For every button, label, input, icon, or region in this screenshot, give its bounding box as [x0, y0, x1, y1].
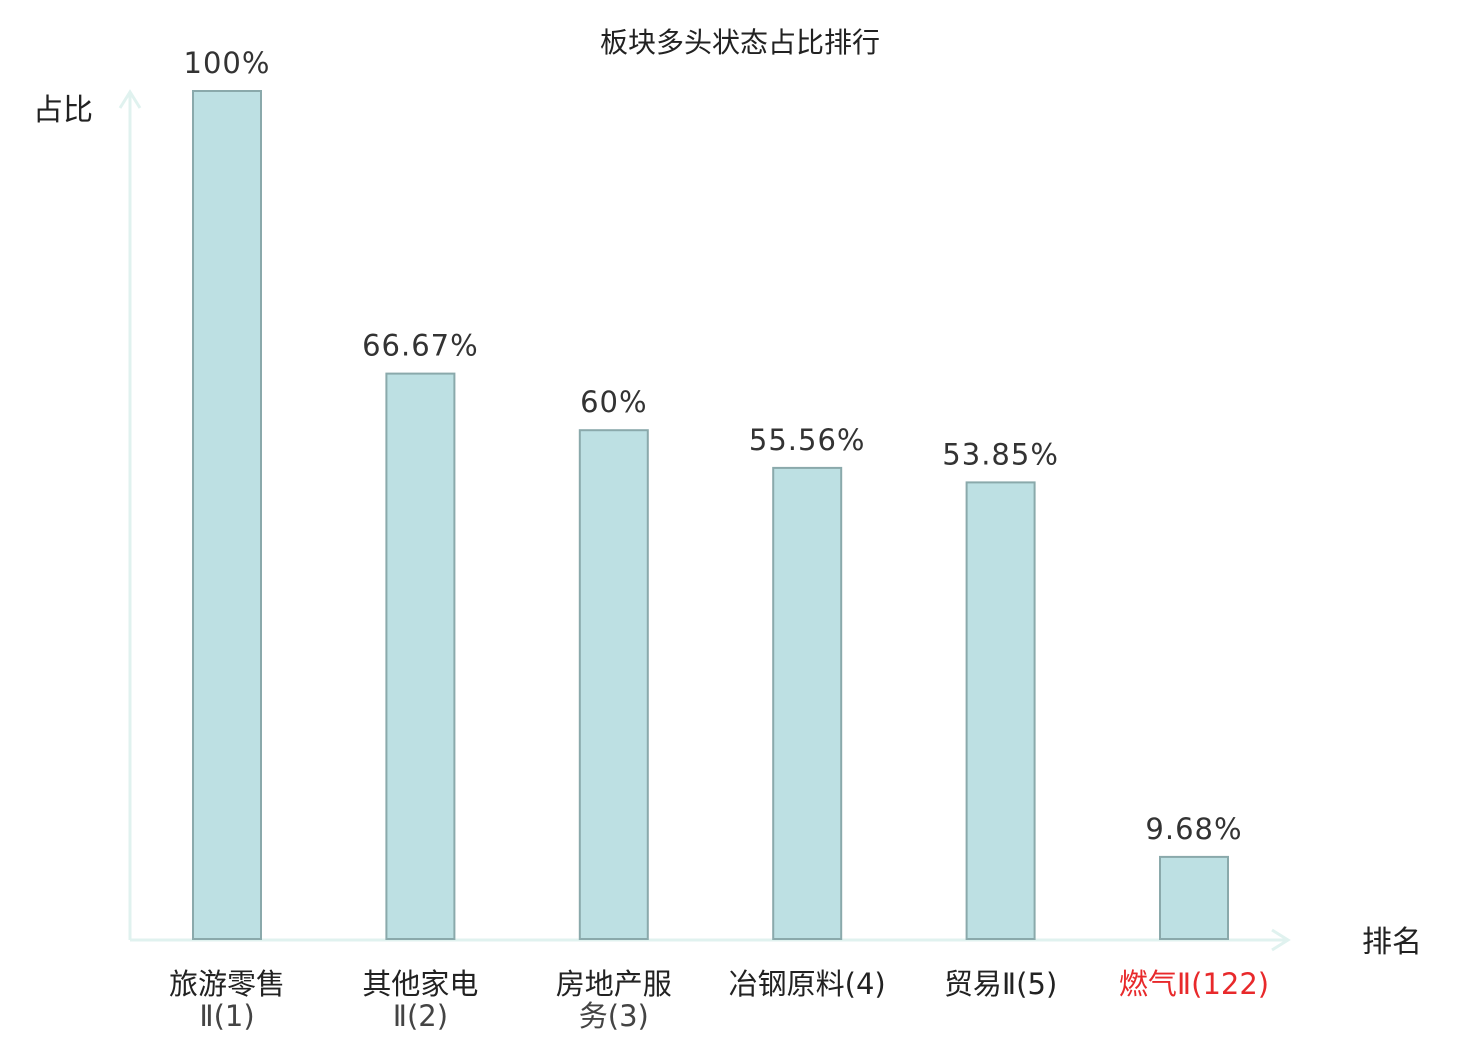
category-label-1-line-2: Ⅱ(1) [199, 999, 254, 1033]
category-label-3-line-2: 务(3) [579, 999, 649, 1033]
bar-5 [965, 481, 1036, 940]
value-label-4: 55.56% [749, 423, 866, 457]
value-label-1: 100% [184, 46, 271, 80]
bar-2 [385, 372, 456, 941]
y-axis-label: 占比 [33, 93, 93, 128]
value-label-3: 60% [580, 385, 647, 419]
x-axis-arrow [1271, 928, 1291, 952]
category-label-3-line-1: 房地产服 [556, 967, 672, 1001]
category-label-1-line-1: 旅游零售 [169, 967, 285, 1001]
y-axis-arrow [118, 89, 142, 109]
x-axis-label: 排名 [1362, 925, 1422, 960]
category-label-6-line-1: 燃气Ⅱ(122) [1119, 967, 1269, 1001]
bar-3 [578, 429, 649, 940]
bars-group [192, 90, 1229, 941]
category-label-2-line-1: 其他家电 [362, 967, 478, 1001]
value-label-2: 66.67% [362, 329, 479, 363]
value-label-5: 53.85% [942, 437, 1059, 471]
value-label-6: 9.68% [1145, 812, 1242, 846]
bar-1 [192, 90, 262, 940]
chart-title: 板块多头状态占比排行 [600, 26, 880, 59]
axes [118, 89, 1291, 952]
bar-4 [772, 466, 843, 940]
category-label-4-line-1: 冶钢原料(4) [729, 967, 886, 1001]
bar-6 [1159, 855, 1229, 941]
category-label-5-line-1: 贸易Ⅱ(5) [944, 967, 1057, 1001]
value-labels-group: 100% 66.67% 60% 55.56% 53.85% 9.68% [184, 46, 1242, 846]
category-label-2-line-2: Ⅱ(2) [393, 999, 448, 1033]
